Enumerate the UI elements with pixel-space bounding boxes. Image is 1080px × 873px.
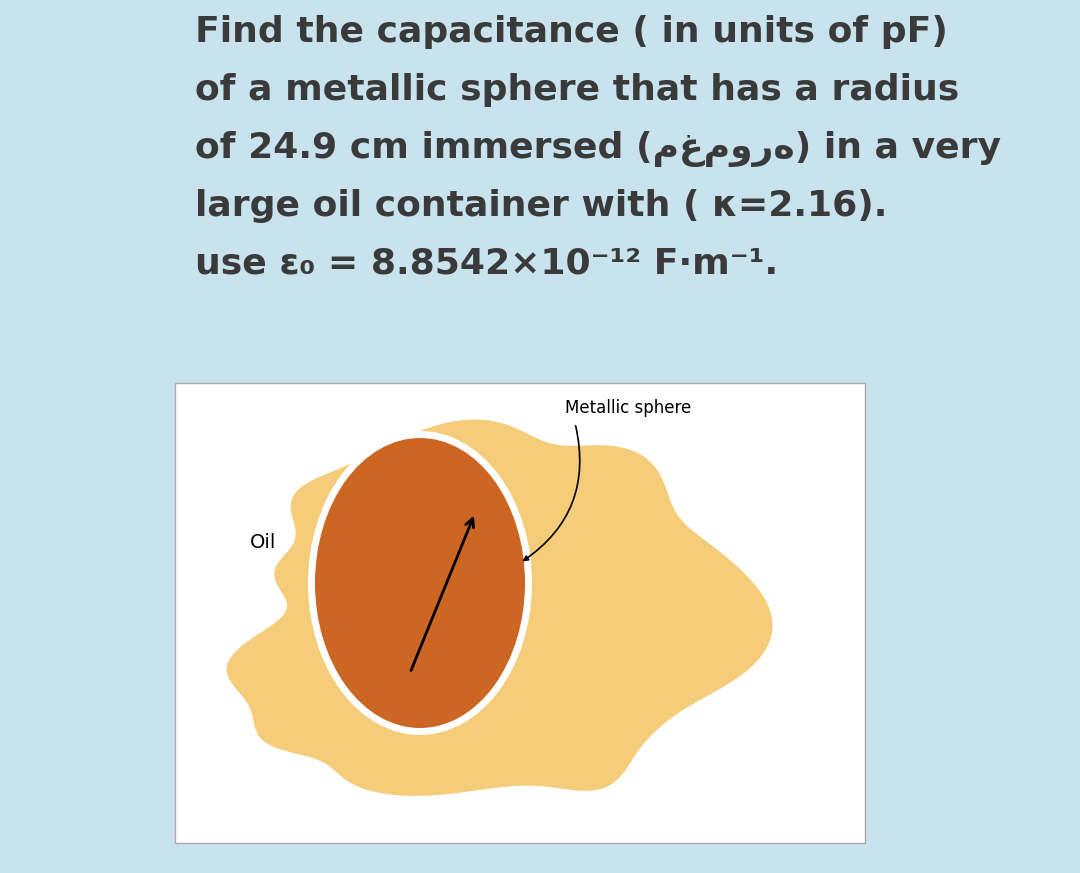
Text: Find the capacitance ( in units of pF): Find the capacitance ( in units of pF) [195, 15, 948, 49]
Text: large oil container with ( κ=2.16).: large oil container with ( κ=2.16). [195, 189, 888, 223]
Text: Metallic sphere: Metallic sphere [565, 399, 691, 417]
Text: Oil: Oil [249, 533, 276, 553]
Text: of a metallic sphere that has a radius: of a metallic sphere that has a radius [195, 73, 959, 107]
Ellipse shape [315, 438, 525, 728]
Text: of 24.9 cm immersed (مغموره) in a very: of 24.9 cm immersed (مغموره) in a very [195, 131, 1001, 167]
Text: use ε₀ = 8.8542×10⁻¹² F·m⁻¹.: use ε₀ = 8.8542×10⁻¹² F·m⁻¹. [195, 247, 778, 281]
Bar [175, 383, 865, 843]
FancyArrowPatch shape [524, 426, 580, 560]
Polygon shape [227, 420, 772, 796]
Ellipse shape [308, 431, 532, 735]
